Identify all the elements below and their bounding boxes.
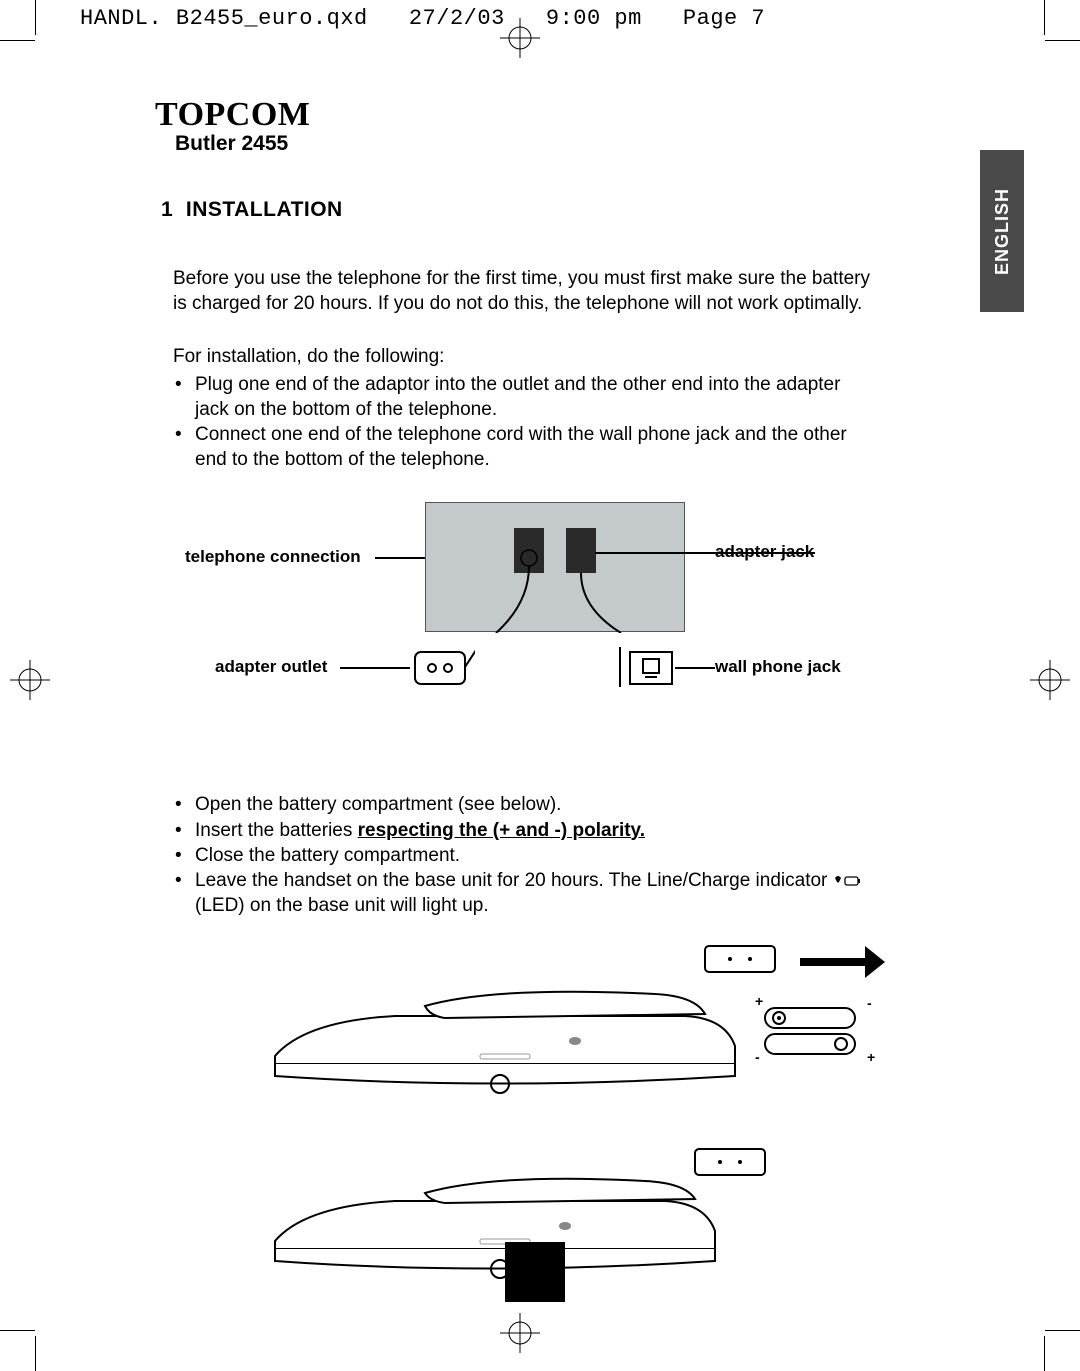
crop-mark [35, 1336, 36, 1371]
slug-file: HANDL. B2455_euro.qxd [80, 6, 368, 31]
brand-logo: TOPCOM [155, 96, 875, 134]
polarity-minus: - [755, 1049, 760, 1065]
list-item: Plug one end of the adaptor into the out… [173, 372, 875, 422]
connection-diagram: telephone connection adapter jack adapte… [195, 502, 835, 722]
content-area: TOPCOM Butler 2455 1 INSTALLATION Before… [155, 96, 875, 1306]
slug-date: 27/2/03 [409, 6, 505, 31]
wall-jack-icon [615, 647, 690, 692]
diagram-label: wall phone jack [715, 657, 841, 677]
section-title: INSTALLATION [186, 198, 343, 221]
leadin-paragraph: For installation, do the following: [173, 346, 875, 368]
leader-line [675, 667, 715, 669]
list-item: Close the battery compartment. [173, 843, 875, 868]
crop-mark [1044, 1336, 1045, 1371]
registration-target-icon [1030, 660, 1070, 700]
polarity-plus: + [867, 1049, 875, 1065]
bullet-list-a: Plug one end of the adaptor into the out… [173, 372, 875, 472]
list-item: Open the battery compartment (see below)… [173, 792, 875, 817]
diagram-label: adapter outlet [215, 657, 327, 677]
crop-mark [0, 40, 35, 41]
diagram-label: telephone connection [185, 547, 361, 567]
crop-mark [0, 1330, 35, 1331]
leader-line [340, 667, 410, 669]
bullet-list-b: Open the battery compartment (see below)… [173, 792, 875, 917]
slug-time: 9:00 pm [546, 6, 642, 31]
list-item: Insert the batteries respecting the (+ a… [173, 818, 875, 843]
section-number: 1 [161, 198, 173, 221]
model-name: Butler 2455 [175, 132, 875, 156]
section-heading: 1 INSTALLATION [161, 198, 875, 222]
crop-mark [1045, 40, 1080, 41]
emphasis-text: respecting the (+ and -) polarity. [358, 820, 645, 841]
polarity-minus: - [867, 995, 872, 1011]
handset-charge-icon [833, 874, 861, 888]
polarity-plus: + [755, 993, 763, 1009]
leader-line [375, 557, 425, 559]
leader-line [595, 552, 685, 554]
crop-mark [1045, 1330, 1080, 1331]
base-photo [425, 502, 685, 632]
list-item: Connect one end of the telephone cord wi… [173, 422, 875, 472]
adapter-outlet-icon [410, 647, 475, 692]
printer-slug: HANDL. B2455_euro.qxd 27/2/03 9:00 pm Pa… [80, 6, 765, 31]
page-frame: TOPCOM Butler 2455 1 INSTALLATION Before… [35, 40, 1035, 1320]
crop-mark [35, 0, 36, 35]
crop-mark [1044, 0, 1045, 35]
handset-closed-diagram [265, 1141, 875, 1306]
handset-battery-diagram: + - - + [265, 936, 875, 1131]
page-number: 7 [35, 1240, 1035, 1258]
list-item: Leave the handset on the base unit for 2… [173, 868, 875, 918]
leader-line [685, 552, 815, 554]
intro-paragraph: Before you use the telephone for the fir… [173, 266, 875, 316]
slug-page: Page 7 [683, 6, 765, 31]
